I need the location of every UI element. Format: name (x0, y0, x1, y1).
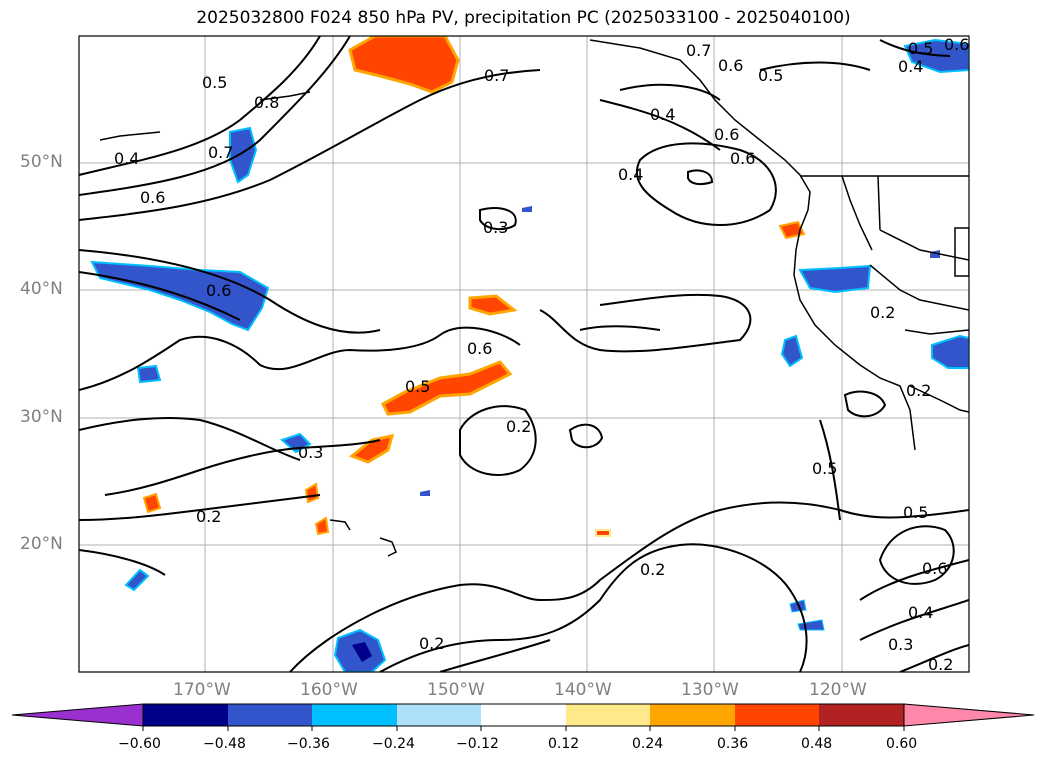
map-title: 2025032800 F024 850 hPa PV, precipitatio… (196, 8, 851, 28)
colorbar-segment (228, 704, 312, 726)
graticule (79, 36, 969, 672)
contour-label: 0.6 (467, 339, 492, 358)
coastlines (99, 39, 969, 557)
colorbar-segment (650, 704, 735, 726)
precip-positive-areas (142, 36, 806, 537)
colorbar-segment (819, 704, 904, 726)
colorbar-tick-label: −0.60 (118, 736, 161, 752)
lat-label: 50°N (20, 152, 63, 172)
contour-label: 0.2 (419, 634, 444, 653)
contour-label: 0.2 (506, 417, 531, 436)
contour-label: 0.5 (202, 73, 227, 92)
contour-label: 0.3 (298, 443, 323, 462)
lon-label: 120°W (809, 680, 867, 700)
contour-label: 0.5 (812, 459, 837, 478)
colorbar-tick-label: 0.60 (886, 736, 918, 752)
colorbar-tick-label: −0.48 (203, 736, 246, 752)
contour-label: 0.5 (758, 66, 783, 85)
lat-label: 30°N (20, 407, 63, 427)
colorbar-extend-min (11, 703, 144, 727)
contour-label: 0.4 (114, 149, 139, 168)
contour-label: 0.4 (898, 57, 923, 76)
colorbar-segment (143, 704, 228, 726)
colorbar-tick-label: 0.36 (717, 736, 749, 752)
colorbar-tick-label: 0.24 (632, 736, 664, 752)
colorbar-tick-label: −0.24 (372, 736, 415, 752)
map-panel (79, 36, 969, 672)
lon-label: 160°W (300, 680, 358, 700)
contour-label: 0.7 (484, 66, 509, 85)
contour-label: 0.4 (908, 603, 933, 622)
contour-label: 0.6 (140, 188, 165, 207)
contour-label: 0.5 (908, 39, 933, 58)
lon-label: 140°W (554, 680, 612, 700)
contour-label: 0.2 (906, 381, 931, 400)
contour-labels: 0.5 0.8 0.7 0.4 0.6 0.7 0.7 0.6 0.5 0.4 … (114, 35, 969, 674)
contour-label: 0.2 (196, 507, 221, 526)
colorbar-segment (735, 704, 819, 726)
lon-label: 150°W (427, 680, 485, 700)
lat-label: 20°N (20, 534, 63, 554)
contour-label: 0.2 (928, 655, 953, 674)
contour-label: 0.5 (405, 377, 430, 396)
contour-label: 0.6 (922, 559, 947, 578)
contour-label: 0.7 (686, 41, 711, 60)
colorbar-segment (312, 704, 397, 726)
lat-label: 40°N (20, 279, 63, 299)
colorbar-segment (397, 704, 481, 726)
map-frame (78, 35, 970, 673)
colorbar-segment (566, 704, 650, 726)
contour-label: 0.6 (206, 281, 231, 300)
contour-label: 0.7 (208, 143, 233, 162)
colorbar-tick-label: −0.36 (287, 736, 330, 752)
lon-label: 170°W (173, 680, 231, 700)
colorbar-tick-label: −0.12 (456, 736, 499, 752)
contour-label: 0.4 (650, 105, 675, 124)
contour-label: 0.6 (730, 149, 755, 168)
colorbar-tick-label: 0.48 (801, 736, 833, 752)
contour-label: 0.3 (483, 218, 508, 237)
contour-label: 0.4 (618, 165, 643, 184)
contour-label: 0.5 (903, 503, 928, 522)
contour-label: 0.6 (944, 35, 969, 54)
colorbar (11, 703, 1035, 731)
contour-label: 0.3 (888, 635, 913, 654)
contour-label: 0.6 (714, 125, 739, 144)
contour-label: 0.8 (254, 93, 279, 112)
colorbar-segment (481, 704, 566, 726)
contour-label: 0.2 (870, 303, 895, 322)
contour-label: 0.2 (640, 560, 665, 579)
contour-label: 0.6 (718, 56, 743, 75)
lon-label: 130°W (681, 680, 739, 700)
pv-contours (79, 36, 969, 672)
colorbar-tick-label: 0.12 (548, 736, 580, 752)
colorbar-extend-max (903, 703, 1035, 727)
